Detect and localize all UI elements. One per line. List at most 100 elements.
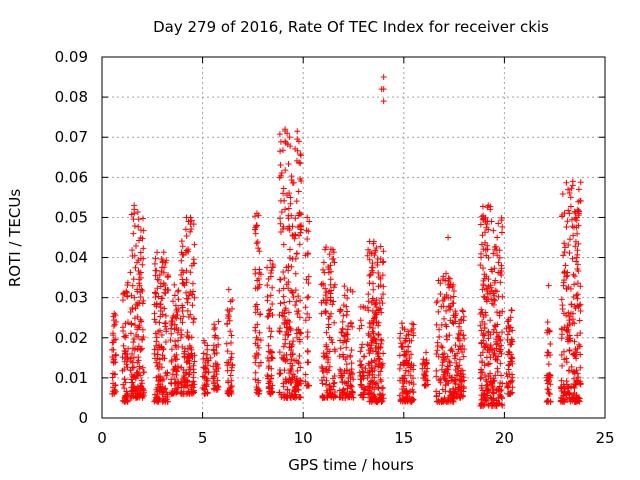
data-point bbox=[494, 334, 501, 341]
data-point bbox=[337, 345, 344, 352]
data-point bbox=[478, 402, 485, 409]
data-point bbox=[483, 376, 490, 383]
data-point bbox=[167, 337, 174, 344]
data-point bbox=[169, 298, 176, 305]
data-point bbox=[484, 381, 491, 388]
data-point bbox=[449, 319, 456, 326]
data-point bbox=[509, 360, 516, 367]
data-point bbox=[483, 298, 490, 305]
data-point bbox=[157, 283, 164, 290]
data-point bbox=[503, 325, 510, 332]
data-point bbox=[494, 321, 501, 328]
data-point bbox=[341, 283, 348, 290]
data-point bbox=[560, 390, 567, 397]
data-point bbox=[496, 391, 503, 398]
data-point bbox=[304, 329, 311, 336]
data-point bbox=[292, 255, 299, 262]
data-point bbox=[337, 366, 344, 373]
data-point bbox=[435, 353, 442, 360]
data-point bbox=[319, 394, 326, 401]
data-point bbox=[155, 342, 162, 349]
data-point bbox=[490, 378, 497, 385]
data-point bbox=[132, 264, 139, 271]
data-point bbox=[139, 261, 146, 268]
data-point bbox=[573, 224, 580, 231]
data-point bbox=[563, 179, 570, 186]
data-point bbox=[268, 267, 275, 274]
data-point bbox=[372, 344, 379, 351]
data-point bbox=[437, 280, 444, 287]
data-point bbox=[379, 391, 386, 398]
data-point bbox=[163, 257, 170, 264]
data-point bbox=[278, 170, 285, 177]
data-point bbox=[566, 236, 573, 243]
data-point bbox=[479, 387, 486, 394]
data-point bbox=[565, 207, 572, 214]
data-point bbox=[442, 388, 449, 395]
data-point bbox=[229, 296, 236, 303]
data-point bbox=[339, 325, 346, 332]
data-point bbox=[295, 360, 302, 367]
data-point bbox=[373, 244, 380, 251]
data-point bbox=[120, 381, 127, 388]
data-point bbox=[127, 269, 134, 276]
data-point bbox=[506, 379, 513, 386]
data-point bbox=[447, 362, 454, 369]
data-point bbox=[402, 367, 409, 374]
data-point bbox=[442, 368, 449, 375]
data-point bbox=[291, 393, 298, 400]
data-point bbox=[376, 356, 383, 363]
data-point bbox=[421, 371, 428, 378]
data-point bbox=[129, 247, 136, 254]
data-point bbox=[179, 343, 186, 350]
data-point bbox=[268, 365, 275, 372]
data-point bbox=[122, 350, 129, 357]
data-point bbox=[285, 267, 292, 274]
data-point bbox=[160, 249, 167, 256]
data-point bbox=[267, 333, 274, 340]
data-point bbox=[119, 297, 126, 304]
data-point bbox=[269, 284, 276, 291]
data-point bbox=[492, 243, 499, 250]
data-point bbox=[368, 264, 375, 271]
data-point bbox=[485, 360, 492, 367]
data-point bbox=[372, 249, 379, 256]
data-point bbox=[159, 295, 166, 302]
data-point bbox=[152, 272, 159, 279]
data-point bbox=[294, 136, 301, 143]
data-point bbox=[490, 389, 497, 396]
data-point bbox=[328, 336, 335, 343]
data-point bbox=[397, 340, 404, 347]
data-point bbox=[570, 316, 577, 323]
data-point bbox=[252, 230, 259, 237]
data-point bbox=[561, 240, 568, 247]
data-point bbox=[368, 250, 375, 257]
data-point bbox=[499, 229, 506, 236]
data-point bbox=[558, 325, 565, 332]
data-point bbox=[577, 179, 584, 186]
data-point bbox=[396, 352, 403, 359]
data-point bbox=[134, 299, 141, 306]
data-point bbox=[451, 394, 458, 401]
y-tick-label: 0.05 bbox=[55, 208, 88, 226]
data-point bbox=[226, 317, 233, 324]
data-point bbox=[179, 251, 186, 258]
data-point bbox=[343, 303, 350, 310]
data-point bbox=[485, 387, 492, 394]
data-point bbox=[443, 336, 450, 343]
data-point bbox=[544, 349, 551, 356]
data-point bbox=[344, 367, 351, 374]
data-point bbox=[403, 357, 410, 364]
data-point bbox=[288, 287, 295, 294]
data-point bbox=[292, 145, 299, 152]
data-point bbox=[558, 296, 565, 303]
data-point bbox=[290, 371, 297, 378]
data-point bbox=[154, 351, 161, 358]
data-point bbox=[569, 182, 576, 189]
data-point bbox=[256, 281, 263, 288]
data-point bbox=[572, 346, 579, 353]
data-point bbox=[359, 368, 366, 375]
data-point bbox=[326, 384, 333, 391]
data-point bbox=[577, 381, 584, 388]
data-point bbox=[227, 372, 234, 379]
